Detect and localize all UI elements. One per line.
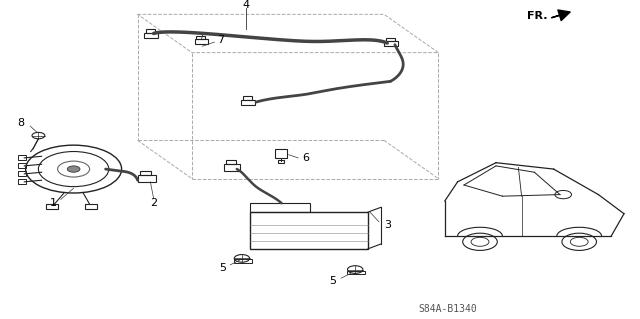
Circle shape: [67, 166, 80, 172]
Text: 2: 2: [150, 197, 157, 208]
Bar: [250, 203, 310, 212]
Bar: [243, 96, 252, 100]
Bar: [144, 33, 158, 38]
Bar: [347, 271, 365, 274]
Text: 7: 7: [217, 35, 225, 45]
Text: 3: 3: [384, 220, 390, 230]
Bar: [278, 160, 284, 163]
Bar: [226, 160, 236, 164]
Text: 1: 1: [50, 197, 56, 208]
Text: 4: 4: [243, 0, 250, 10]
Bar: [18, 179, 26, 184]
Bar: [195, 39, 208, 44]
Text: S84A-B1340: S84A-B1340: [419, 304, 477, 314]
Bar: [146, 29, 155, 33]
Bar: [18, 155, 26, 160]
Text: 5: 5: [220, 263, 226, 273]
Bar: [140, 171, 151, 175]
Text: 6: 6: [303, 153, 309, 163]
Bar: [224, 164, 240, 171]
Bar: [275, 149, 287, 158]
FancyArrowPatch shape: [552, 10, 570, 21]
Bar: [234, 259, 252, 263]
Text: 5: 5: [330, 276, 336, 286]
Bar: [18, 163, 26, 168]
Bar: [384, 41, 398, 46]
Bar: [46, 204, 58, 209]
Bar: [241, 100, 255, 105]
Bar: [250, 212, 368, 249]
Bar: [18, 171, 26, 176]
Bar: [85, 204, 97, 209]
Text: FR.: FR.: [527, 11, 547, 21]
Bar: [138, 175, 156, 182]
Bar: [196, 36, 205, 39]
Bar: [386, 38, 395, 41]
Text: 8: 8: [17, 118, 24, 128]
